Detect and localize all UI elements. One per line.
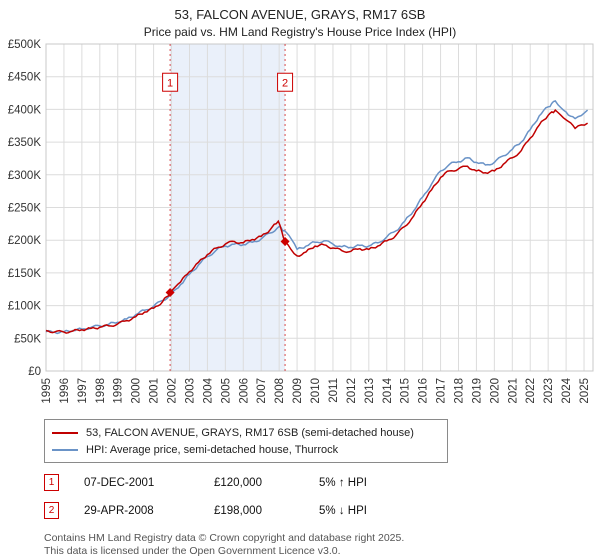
svg-text:2007: 2007	[256, 378, 268, 404]
copyright-line-1: Contains HM Land Registry data © Crown c…	[44, 532, 405, 544]
svg-text:1: 1	[167, 78, 173, 90]
svg-text:2018: 2018	[453, 378, 465, 404]
transaction-1-hpi-delta: 5% ↑ HPI	[319, 476, 367, 489]
svg-text:2022: 2022	[525, 378, 537, 404]
transaction-1-marker: 1	[44, 474, 59, 491]
svg-text:£350K: £350K	[8, 137, 42, 149]
svg-text:2009: 2009	[292, 378, 304, 404]
legend-item-hpi: HPI: Average price, semi-detached house,…	[52, 441, 440, 458]
svg-text:1998: 1998	[95, 378, 107, 404]
svg-text:£400K: £400K	[8, 104, 42, 116]
svg-text:£250K: £250K	[8, 203, 42, 215]
svg-text:£500K: £500K	[8, 39, 42, 51]
copyright-line-2: This data is licensed under the Open Gov…	[44, 545, 341, 558]
svg-text:1997: 1997	[77, 378, 89, 404]
svg-text:1999: 1999	[113, 378, 125, 404]
svg-text:2019: 2019	[471, 378, 483, 404]
transaction-row-1: 1 07-DEC-2001 £120,000 5% ↑ HPI	[44, 474, 600, 491]
svg-text:£450K: £450K	[8, 72, 42, 84]
svg-text:1995: 1995	[41, 378, 53, 404]
svg-text:2000: 2000	[131, 378, 143, 404]
svg-text:2015: 2015	[400, 378, 412, 404]
svg-text:2021: 2021	[507, 378, 519, 404]
svg-text:£100K: £100K	[8, 301, 42, 313]
svg-text:2017: 2017	[436, 378, 448, 404]
page-title: 53, FALCON AVENUE, GRAYS, RM17 6SB	[174, 7, 426, 22]
svg-text:2016: 2016	[418, 378, 430, 404]
legend-item-property-label: 53, FALCON AVENUE, GRAYS, RM17 6SB (semi…	[86, 426, 414, 439]
price-history-chart: 1 2 £0 £50K £100K £150K £200K £250K £300K £350K £4…	[8, 39, 594, 404]
svg-text:2020: 2020	[489, 378, 501, 404]
svg-text:2014: 2014	[382, 377, 394, 403]
transaction-2-marker: 2	[44, 502, 59, 519]
hpi-line-swatch	[52, 448, 78, 451]
svg-text:2003: 2003	[184, 378, 196, 404]
svg-text:1996: 1996	[59, 378, 71, 404]
legend: 53, FALCON AVENUE, GRAYS, RM17 6SB (semi…	[44, 419, 448, 463]
svg-text:2025: 2025	[579, 378, 591, 404]
svg-text:2006: 2006	[238, 378, 250, 404]
svg-text:£0: £0	[28, 366, 41, 378]
page-subtitle: Price paid vs. HM Land Registry's House …	[143, 25, 457, 39]
transaction-row-2: 2 29-APR-2008 £198,000 5% ↓ HPI	[44, 502, 600, 519]
svg-text:£300K: £300K	[8, 170, 42, 182]
property-line-swatch	[52, 431, 78, 434]
legend-item-hpi-label: HPI: Average price, semi-detached house,…	[86, 443, 339, 456]
svg-text:2013: 2013	[364, 378, 376, 404]
transaction-2-hpi-delta: 5% ↓ HPI	[319, 504, 367, 517]
transaction-2-price: £198,000	[214, 504, 262, 517]
legend-item-property: 53, FALCON AVENUE, GRAYS, RM17 6SB (semi…	[52, 424, 440, 441]
svg-text:£50K: £50K	[14, 333, 41, 345]
svg-text:2008: 2008	[274, 378, 286, 404]
copyright-footer: Contains HM Land Registry data © Crown c…	[44, 532, 600, 559]
transaction-1-price: £120,000	[214, 476, 262, 489]
svg-text:£200K: £200K	[8, 235, 42, 247]
svg-text:2023: 2023	[543, 378, 555, 404]
transaction-1-date: 07-DEC-2001	[84, 476, 155, 489]
svg-text:2002: 2002	[167, 378, 179, 404]
svg-text:2010: 2010	[310, 378, 322, 404]
svg-text:2024: 2024	[561, 377, 573, 403]
svg-text:2011: 2011	[328, 378, 340, 403]
transaction-2-date: 29-APR-2008	[84, 504, 154, 517]
svg-text:£150K: £150K	[8, 268, 42, 280]
svg-text:2: 2	[282, 78, 288, 90]
svg-text:2012: 2012	[346, 378, 358, 404]
svg-text:2004: 2004	[202, 377, 214, 403]
svg-text:2005: 2005	[220, 378, 232, 404]
svg-text:2001: 2001	[149, 378, 161, 404]
